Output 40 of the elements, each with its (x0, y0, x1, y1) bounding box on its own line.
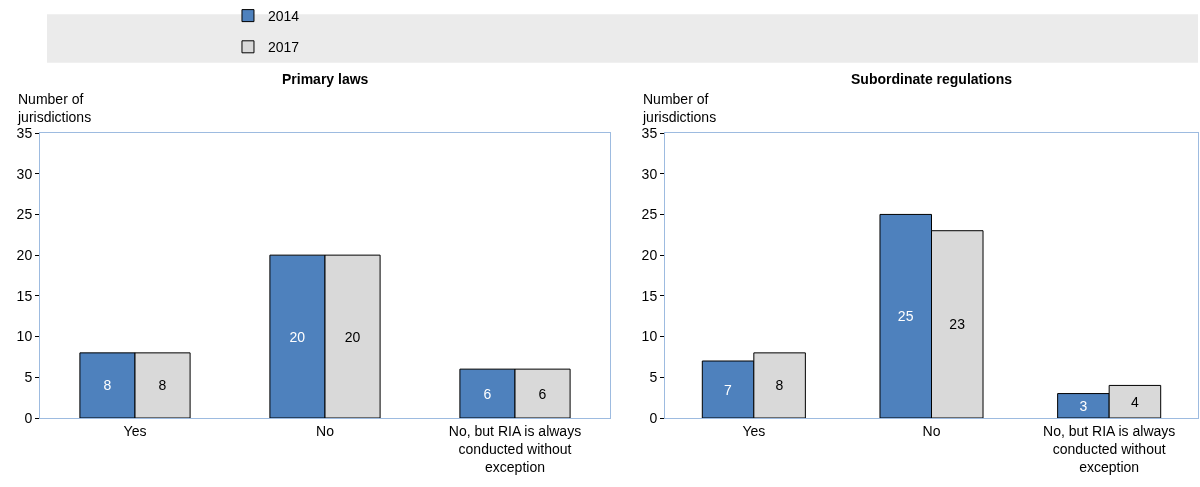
y-axis-title: Number of jurisdictions (17, 91, 92, 126)
data-label: 20 (289, 328, 306, 345)
data-label: 4 (1130, 393, 1139, 410)
y-tick-label: 5 (649, 369, 658, 386)
y-tick-label: 15 (641, 287, 658, 304)
data-label: 23 (949, 316, 966, 333)
y-tick-label: 25 (16, 206, 33, 223)
chart-title: Subordinate regulations (851, 71, 1013, 87)
y-tick-label: 20 (16, 247, 33, 264)
data-label: 8 (775, 377, 784, 394)
y-tick-label: 25 (641, 206, 658, 223)
data-label: 8 (158, 377, 167, 394)
y-tick-label: 0 (24, 409, 33, 426)
data-label: 25 (897, 308, 914, 325)
y-tick-label: 30 (641, 165, 658, 182)
data-label: 8 (103, 377, 112, 394)
y-tick-label: 10 (641, 328, 658, 345)
y-axis-title: Number of jurisdictions (642, 91, 717, 126)
data-label: 6 (538, 385, 547, 402)
x-tick-label: No, but RIA is always conducted without exception (448, 422, 582, 476)
data-label: 7 (724, 381, 733, 398)
x-tick-label: No (922, 422, 941, 439)
y-tick-label: 20 (641, 247, 658, 264)
y-tick-label: 0 (649, 409, 658, 426)
x-tick-label: Yes (123, 422, 147, 439)
legend-label: 2017 (267, 39, 300, 56)
y-tick-label: 10 (16, 328, 33, 345)
data-label: 6 (483, 385, 492, 402)
y-tick-label: 15 (16, 287, 33, 304)
data-label: 3 (1079, 397, 1088, 414)
y-tick-label: 35 (641, 124, 658, 141)
y-tick-label: 5 (24, 369, 33, 386)
chart-title: Primary laws (282, 71, 369, 87)
data-label: 20 (344, 328, 361, 345)
y-tick-label: 30 (16, 165, 33, 182)
x-tick-label: No (316, 422, 335, 439)
legend-label: 2014 (267, 8, 300, 25)
x-tick-label: Yes (742, 422, 766, 439)
x-tick-label: No, but RIA is always conducted without exception (1043, 422, 1176, 476)
y-tick-label: 35 (16, 124, 33, 141)
